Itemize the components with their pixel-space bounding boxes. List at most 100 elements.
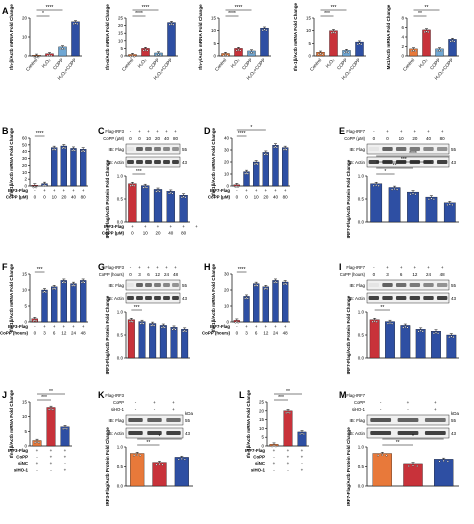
data-point <box>226 54 229 57</box>
blot-strip <box>125 292 181 304</box>
blot-header-label: Flag-IRF3 <box>105 265 124 270</box>
blot-header-cell: 80 <box>440 136 446 141</box>
row-label: siHO-1 <box>14 468 29 473</box>
data-point <box>54 148 57 151</box>
row-cell: + <box>245 188 248 193</box>
data-point <box>157 189 159 192</box>
blot-kda: 55 <box>182 147 188 152</box>
blot-kda: 55 <box>451 283 457 288</box>
blot-band <box>127 147 134 151</box>
bar <box>407 191 419 223</box>
panel-j: J 0 5 10 15 Ifn-1β/Actb mRNA Fold ChangeIRF3-… <box>2 389 72 473</box>
y-tick-label: 15 <box>211 16 217 21</box>
blot-header-cell: + <box>165 129 168 134</box>
x-tick-label: H₂O₂ <box>325 57 336 68</box>
data-point <box>423 31 426 33</box>
bar <box>170 327 178 359</box>
sig-label: *** <box>401 157 407 163</box>
row-cell: 0 <box>34 195 37 200</box>
y-tick-label: 0.0 <box>117 484 124 489</box>
row-cell: + <box>72 324 75 329</box>
bar <box>443 202 456 223</box>
row-cell: + <box>63 188 66 193</box>
blot-header-cell: + <box>156 265 159 270</box>
data-point <box>168 23 171 26</box>
bar <box>159 325 167 359</box>
data-point <box>410 50 413 52</box>
data-point <box>435 331 437 334</box>
data-point <box>414 193 417 196</box>
data-point <box>133 184 136 187</box>
data-point <box>129 184 132 187</box>
y-tick-label: 10 <box>211 28 217 33</box>
bar <box>400 325 411 359</box>
data-point <box>416 465 419 467</box>
data-point <box>356 43 359 46</box>
kda-unit-label: kDa <box>451 411 459 416</box>
blot-kda: 55 <box>185 418 191 423</box>
blot-header-cell: 0 <box>138 136 141 141</box>
row-cell: 12 <box>263 331 269 336</box>
data-point <box>446 203 449 206</box>
x-tick-label: Control <box>25 57 38 72</box>
blot-label: IB: Flag <box>349 147 365 152</box>
blot-band <box>154 160 161 164</box>
y-tick-label: 0 <box>226 184 229 189</box>
bar <box>60 280 67 323</box>
y-tick-label: 4 <box>401 35 404 40</box>
blot-header-cell: - <box>154 407 156 412</box>
sig-label: * <box>42 11 44 17</box>
bar <box>388 187 401 223</box>
row-cell: 10 <box>143 231 149 236</box>
y-axis-label: Mx1/Actb mRNA Fold Change <box>386 4 391 69</box>
data-point <box>385 454 388 457</box>
blot-band <box>395 283 407 287</box>
data-point <box>237 185 240 188</box>
row-cell: + <box>265 188 268 193</box>
blot-header-label: CoPP (hours) <box>340 272 366 277</box>
row-cell: 20 <box>61 195 67 200</box>
blot-header-cell: + <box>407 400 410 405</box>
y-tick-label: 1.0 <box>117 310 124 315</box>
sig-label: *** <box>37 267 43 273</box>
bar <box>41 289 48 323</box>
sig-label: *** <box>278 395 284 401</box>
y-tick-label: 0 <box>24 184 27 189</box>
blot-header-cell: + <box>172 407 175 412</box>
data-point <box>48 54 51 57</box>
blot-band <box>172 296 179 300</box>
blot-band <box>382 283 393 287</box>
y-tick-label: 10 <box>22 170 28 175</box>
data-point <box>239 49 242 52</box>
row-cell: + <box>43 324 46 329</box>
bar <box>179 195 188 223</box>
data-point <box>177 458 180 461</box>
sig-label: *** <box>324 11 330 17</box>
data-point <box>170 23 173 26</box>
data-point <box>449 40 452 43</box>
data-point <box>391 322 394 325</box>
row-cell: - <box>236 188 238 193</box>
data-point <box>360 43 363 46</box>
bar <box>167 22 176 57</box>
y-tick-label: 0 <box>120 54 123 59</box>
panel-m: M Flag-IRF7 CoPP - + + siHO-1 - - + kDa IB: Flag 55 I… <box>339 390 459 506</box>
bar <box>174 457 189 487</box>
blot-band <box>154 147 161 151</box>
x-tick-label: COPP <box>148 57 160 70</box>
blot-kda: 43 <box>451 160 457 165</box>
row-cell: + <box>131 224 134 229</box>
blot-header-label: CoPP (μM) <box>344 136 365 141</box>
blot-header-cell: 6 <box>400 272 403 277</box>
y-tick-label: 25 <box>259 400 265 405</box>
row-cell: + <box>82 324 85 329</box>
blot-band <box>163 283 170 287</box>
bar <box>370 183 383 223</box>
data-point <box>275 146 278 149</box>
sig-label: ** <box>393 163 397 169</box>
bar <box>71 21 80 57</box>
data-point <box>412 192 414 195</box>
bar <box>138 321 146 359</box>
blot-header-cell: 40 <box>164 136 170 141</box>
